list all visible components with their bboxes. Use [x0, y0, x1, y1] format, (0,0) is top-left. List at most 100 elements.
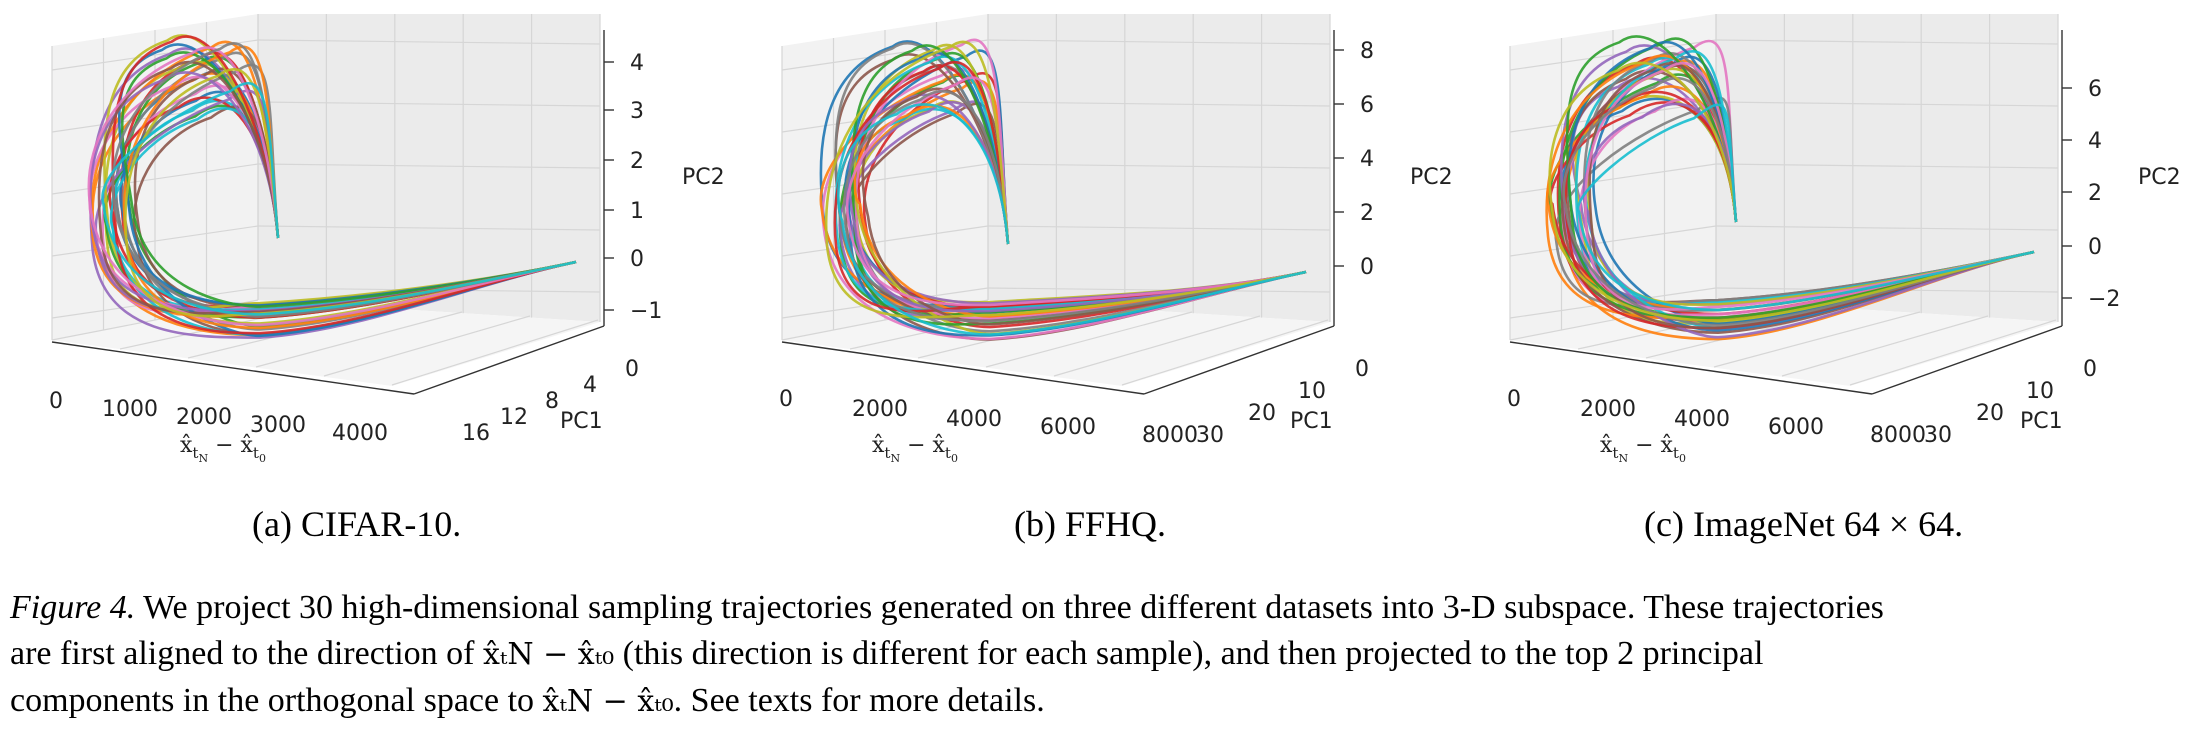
y-tick-label: 4 — [583, 373, 597, 398]
x-axis-line — [51, 341, 415, 395]
grid-line — [255, 311, 463, 368]
back-pane — [1716, 14, 2058, 322]
panel-a-caption: (a) CIFAR-10. — [252, 504, 461, 544]
panel-b-y-ticks: 0 10 20 30 — [1196, 357, 1369, 448]
grid-line — [1715, 225, 2059, 231]
z-tick-label: −1 — [630, 299, 662, 324]
caption-label: Figure 4. — [10, 589, 136, 626]
panel-b-trajectories — [819, 38, 1307, 341]
trajectory-line — [120, 51, 577, 309]
grid-line — [1849, 319, 2057, 386]
trajectory-line — [1582, 102, 2035, 339]
trajectory-line — [837, 103, 1307, 336]
caption-math-3: x̂ₜN − x̂ₜ₀ — [542, 684, 674, 719]
z-tick-label: 2 — [1360, 201, 1374, 226]
caption-text-3a: components in the orthogonal space to — [10, 682, 535, 719]
trajectory-line — [1578, 97, 2035, 317]
caption-text-3b: . See texts for more details. — [673, 682, 1045, 719]
panel-c-z-ticks: 6 4 2 0 −2 — [2062, 77, 2120, 312]
panel-c-trajectories — [1545, 35, 2035, 341]
grid-line — [257, 39, 601, 45]
x-tick-label: 6000 — [1040, 415, 1096, 440]
trajectory-line — [842, 90, 1307, 323]
z-tick-label: 0 — [1360, 255, 1374, 280]
grid-line — [1713, 311, 1921, 368]
panel-a-z-ticks: 4 3 2 1 0 −1 — [604, 51, 662, 324]
y-tick-label: 0 — [2083, 357, 2097, 382]
z-tick-label: 6 — [2088, 77, 2102, 102]
x-tick-label: 4000 — [332, 421, 388, 446]
panel-c-y-ticks: 0 10 20 30 — [1924, 357, 2097, 448]
panel-a-ylabel: PC1 — [560, 409, 603, 434]
z-tick-label: −2 — [2088, 287, 2120, 312]
grid-line — [391, 319, 599, 386]
grid-line — [987, 225, 1331, 231]
trajectory-line — [862, 72, 1307, 329]
y-tick-label: 16 — [462, 421, 490, 446]
y-axis-line — [1871, 325, 2063, 395]
panel-c-x-ticks: 0 2000 4000 6000 8000 — [1507, 387, 1926, 448]
z-tick-label: 3 — [630, 99, 644, 124]
z-tick-label: 2 — [630, 149, 644, 174]
figure-caption: Figure 4. We project 30 high-dimensional… — [10, 585, 2190, 725]
z-tick-label: 4 — [2088, 129, 2102, 154]
panel-a-zlabel: PC2 — [682, 165, 725, 190]
z-tick-label: 6 — [1360, 93, 1374, 118]
x-tick-label: 8000 — [1870, 423, 1926, 448]
panel-b-caption: (b) FFHQ. — [1014, 504, 1166, 544]
panel-b-x-ticks: 0 2000 4000 6000 8000 — [779, 387, 1198, 448]
x-tick-label: 8000 — [1142, 423, 1198, 448]
x-tick-label: 4000 — [1674, 407, 1730, 432]
grid-line — [257, 163, 601, 169]
trajectory-line — [118, 43, 577, 338]
grid-line — [1715, 163, 2059, 169]
trajectory-line — [1561, 64, 2035, 334]
panel-c-zlabel: PC2 — [2138, 165, 2181, 190]
x-tick-label: 2000 — [852, 397, 908, 422]
caption-line-3: components in the orthogonal space to x̂… — [10, 678, 2190, 725]
panel-a-x-ticks: 0 1000 2000 3000 4000 — [49, 389, 388, 446]
panel-c-xlabel: x̂tN − x̂t0 — [1600, 433, 1686, 465]
z-tick-label: 4 — [1360, 147, 1374, 172]
y-tick-label: 0 — [625, 357, 639, 382]
x-tick-label: 4000 — [946, 407, 1002, 432]
trajectory-line — [111, 35, 577, 335]
panel-b-xlabel: x̂tN − x̂t0 — [872, 433, 958, 465]
grid-line — [987, 287, 1331, 293]
y-tick-label: 30 — [1196, 423, 1224, 448]
caption-text-1: We project 30 high-dimensional sampling … — [143, 589, 1884, 626]
grid-line — [1715, 39, 2059, 45]
trajectory-line — [824, 40, 1307, 319]
x-axis-line — [1509, 341, 1873, 395]
trajectory-line — [1588, 62, 2035, 329]
grid-line — [987, 163, 1331, 169]
trajectory-line — [1565, 35, 2035, 320]
grid-line — [1715, 101, 2059, 107]
z-tick-label: 8 — [1360, 39, 1374, 64]
x-axis-line — [781, 341, 1145, 395]
x-tick-label: 6000 — [1768, 415, 1824, 440]
trajectory-line — [111, 42, 577, 318]
z-tick-label: 0 — [2088, 235, 2102, 260]
caption-math-2: x̂ₜN − x̂ₜ₀ — [483, 637, 615, 672]
trajectory-line — [1576, 103, 2035, 312]
y-tick-label: 12 — [500, 405, 528, 430]
grid-line — [257, 225, 601, 231]
trajectory-line — [1584, 61, 2035, 311]
caption-text-2a: are first aligned to the direction of — [10, 635, 475, 672]
panel-b-zlabel: PC2 — [1410, 165, 1453, 190]
caption-line-2: are first aligned to the direction of x̂… — [10, 631, 2190, 678]
y-axis-line — [1143, 325, 1335, 395]
y-tick-label: 8 — [545, 389, 559, 414]
panel-b-z-ticks: 8 6 4 2 0 — [1334, 39, 1374, 280]
panel-a-y-ticks: 0 48 12 16 — [462, 357, 639, 446]
y-tick-label: 30 — [1924, 423, 1952, 448]
trajectory-line — [848, 93, 1307, 313]
panel-c-caption: (c) ImageNet 64 × 64. — [1644, 504, 1963, 544]
grid-line — [987, 39, 1331, 45]
grid-line — [257, 101, 601, 107]
caption-text-2b: (this direction is different for each sa… — [622, 635, 1764, 672]
